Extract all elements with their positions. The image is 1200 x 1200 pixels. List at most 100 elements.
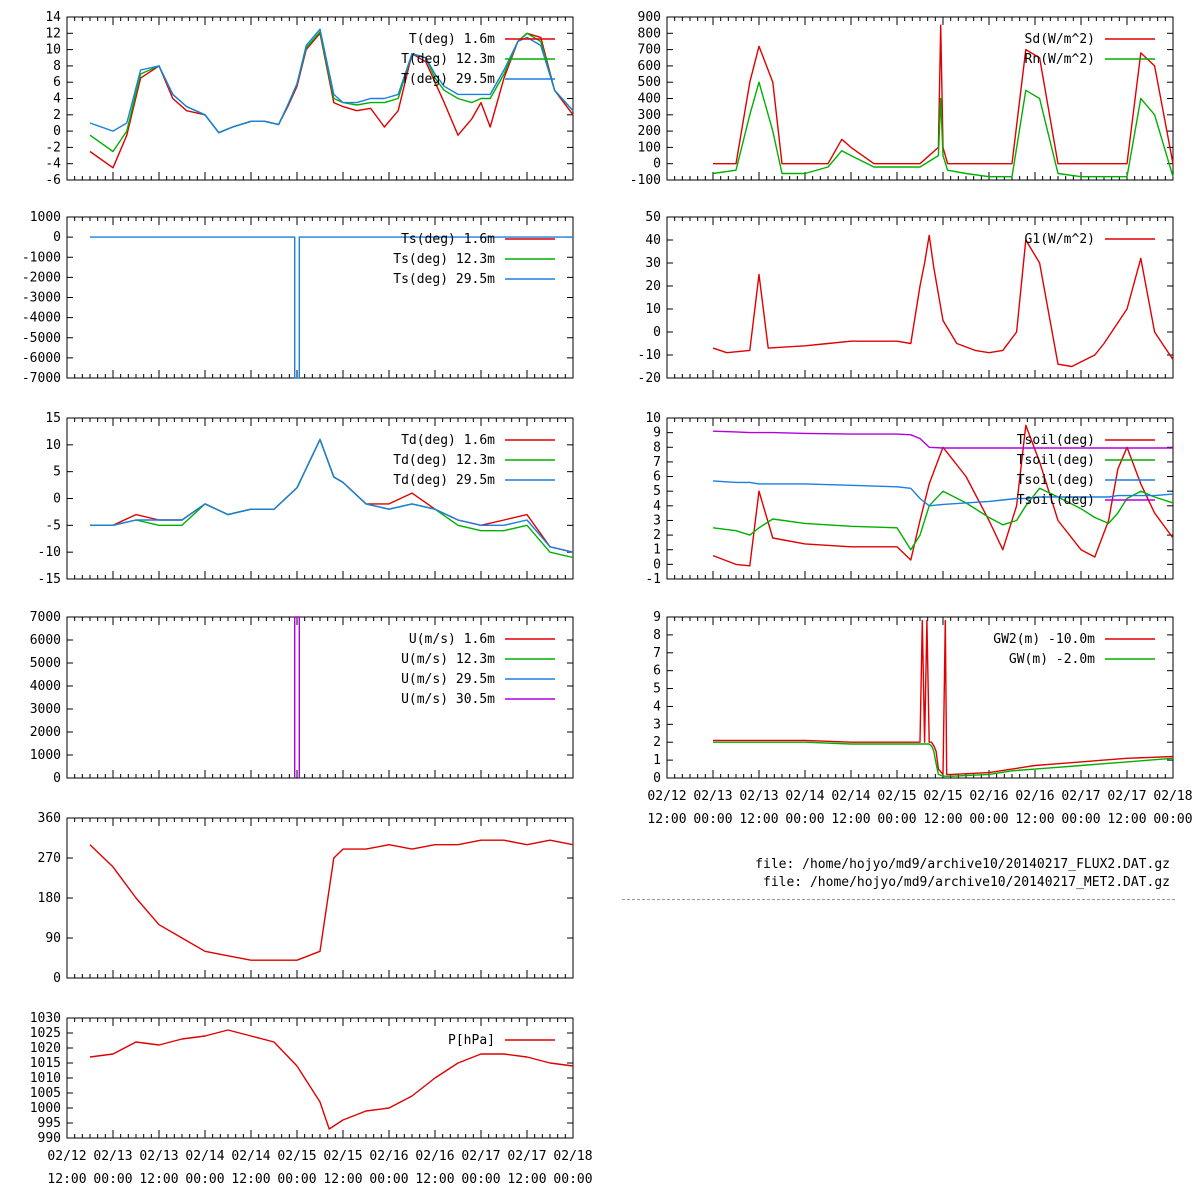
soil-temperature-legend-label: Tsoil(deg): [1017, 453, 1095, 468]
soil-temperature-y-tick-label: 9: [653, 426, 661, 441]
pressure-x-date-label: 02/15: [277, 1149, 316, 1164]
radiation-y-tick-label: 0: [653, 157, 661, 172]
ground-heat-flux-legend-label: G1(W/m^2): [1025, 232, 1095, 247]
surface-temperature-series-line: [90, 236, 573, 379]
groundwater-y-tick-label: 9: [653, 610, 661, 625]
wind-direction-y-tick-label: 180: [38, 891, 61, 906]
ground-heat-flux-y-tick-label: 30: [645, 256, 661, 271]
radiation-y-tick-label: 200: [638, 124, 661, 139]
groundwater-legend-label: GW2(m) -10.0m: [993, 632, 1095, 647]
radiation-y-tick-label: 100: [638, 140, 661, 155]
surface-temperature-y-tick-label: -5000: [22, 331, 61, 346]
radiation-y-tick-label: 400: [638, 92, 661, 107]
temperature-y-tick-label: 10: [45, 43, 61, 58]
soil-temperature-y-tick-label: 5: [653, 484, 661, 499]
pressure-series-line: [89, 1029, 574, 1130]
radiation-y-tick-label: 700: [638, 43, 661, 58]
pressure-plot-frame: [66, 1017, 574, 1139]
pressure-x-date-label: 02/13: [139, 1149, 178, 1164]
dewpoint-series-line: [90, 438, 574, 553]
surface-temperature-y-tick-label: 0: [53, 230, 61, 245]
pressure-x-time-label: 12:00: [507, 1172, 546, 1187]
groundwater-x-time-label: 12:00: [923, 812, 962, 827]
dewpoint-legend-label: Td(deg) 12.3m: [393, 453, 495, 468]
temperature-y-tick-label: 6: [53, 75, 61, 90]
pressure-x-date-label: 02/13: [93, 1149, 132, 1164]
soil-temperature-legend-label: Tsoil(deg): [1017, 433, 1095, 448]
soil-temperature-y-tick-label: 6: [653, 470, 661, 485]
radiation-y-tick-label: 600: [638, 59, 661, 74]
pressure-y-tick-label: 1030: [30, 1011, 61, 1026]
groundwater-series-line: [713, 619, 1174, 776]
groundwater-x-date-label: 02/16: [1015, 789, 1054, 804]
radiation-legend-label: Sd(W/m^2): [1025, 32, 1095, 47]
pressure-y-tick-label: 1020: [30, 1041, 61, 1056]
pressure-y-tick-label: 1005: [30, 1086, 61, 1101]
groundwater-x-time-label: 00:00: [877, 812, 916, 827]
wind-direction-y-tick-label: 0: [53, 971, 61, 986]
surface-temperature-y-tick-label: -1000: [22, 250, 61, 265]
surface-temperature-y-tick-label: -4000: [22, 311, 61, 326]
pressure-y-tick-label: 1010: [30, 1071, 61, 1086]
groundwater-x-time-label: 12:00: [1107, 812, 1146, 827]
groundwater-x-time-label: 00:00: [969, 812, 1008, 827]
groundwater-y-tick-label: 3: [653, 717, 661, 732]
soil-temperature-y-tick-label: 4: [653, 499, 661, 514]
surface-temperature-y-tick-label: 1000: [30, 210, 61, 225]
temperature-series-line: [89, 28, 574, 134]
wind-speed-y-tick-label: 4000: [30, 679, 61, 694]
soil-temperature-series-line: [712, 480, 1174, 507]
soil-temperature-y-tick-label: 10: [645, 411, 661, 426]
soil-temperature-legend-label: Tsoil(deg): [1017, 473, 1095, 488]
pressure-x-time-label: 12:00: [231, 1172, 270, 1187]
ground-heat-flux-y-tick-label: 0: [653, 325, 661, 340]
pressure-x-date-label: 02/17: [507, 1149, 546, 1164]
file-path-met: file: /home/hojyo/md9/archive10/20140217…: [763, 875, 1170, 890]
radiation-y-tick-label: 300: [638, 108, 661, 123]
soil-temperature-y-tick-label: 0: [653, 557, 661, 572]
groundwater-x-time-label: 00:00: [785, 812, 824, 827]
soil-temperature-y-tick-label: 1: [653, 543, 661, 558]
wind-speed-y-tick-label: 7000: [30, 610, 61, 625]
file-path-flux: file: /home/hojyo/md9/archive10/20140217…: [755, 857, 1170, 872]
ground-heat-flux-y-tick-label: 40: [645, 233, 661, 248]
radiation-y-tick-label: 500: [638, 75, 661, 90]
temperature-y-tick-label: -4: [45, 157, 61, 172]
groundwater-x-time-label: 00:00: [1061, 812, 1100, 827]
wind-speed-y-tick-label: 1000: [30, 748, 61, 763]
temperature-y-tick-label: -2: [45, 140, 61, 155]
groundwater-y-tick-label: 8: [653, 628, 661, 643]
groundwater-y-tick-label: 0: [653, 771, 661, 786]
groundwater-y-tick-label: 5: [653, 682, 661, 697]
temperature-series-line: [89, 32, 574, 169]
pressure-x-time-label: 00:00: [277, 1172, 316, 1187]
soil-temperature-y-tick-label: 2: [653, 528, 661, 543]
ground-heat-flux-y-tick-label: 20: [645, 279, 661, 294]
dewpoint-y-tick-label: 0: [53, 492, 61, 507]
dewpoint-plot-frame: [66, 417, 574, 580]
wind-speed-legend-label: U(m/s) 29.5m: [401, 672, 495, 687]
temperature-y-tick-label: 0: [53, 124, 61, 139]
surface-temperature-y-tick-label: -2000: [22, 270, 61, 285]
dewpoint-y-tick-label: 5: [53, 465, 61, 480]
dewpoint-legend-label: Td(deg) 29.5m: [393, 473, 495, 488]
temperature-legend-label: T(deg) 29.5m: [401, 72, 495, 87]
dewpoint-legend-label: Td(deg) 1.6m: [401, 433, 495, 448]
groundwater-x-time-label: 12:00: [647, 812, 686, 827]
pressure-x-time-label: 00:00: [461, 1172, 500, 1187]
groundwater-y-tick-label: 7: [653, 646, 661, 661]
temperature-y-tick-label: 14: [45, 10, 61, 25]
ground-heat-flux-y-tick-label: 50: [645, 210, 661, 225]
groundwater-series-line: [713, 741, 1174, 777]
surface-temperature-y-tick-label: -6000: [22, 351, 61, 366]
pressure-y-tick-label: 1015: [30, 1056, 61, 1071]
ground-heat-flux-plot-frame: [666, 216, 1174, 379]
pressure-x-time-label: 12:00: [415, 1172, 454, 1187]
dewpoint-y-tick-label: 10: [45, 438, 61, 453]
pressure-x-date-label: 02/12: [47, 1149, 86, 1164]
surface-temperature-legend-label: Ts(deg) 29.5m: [393, 272, 495, 287]
wind-direction-y-tick-label: 270: [38, 851, 61, 866]
pressure-y-tick-label: 995: [38, 1116, 61, 1131]
wind-speed-plot-frame: [66, 616, 574, 779]
